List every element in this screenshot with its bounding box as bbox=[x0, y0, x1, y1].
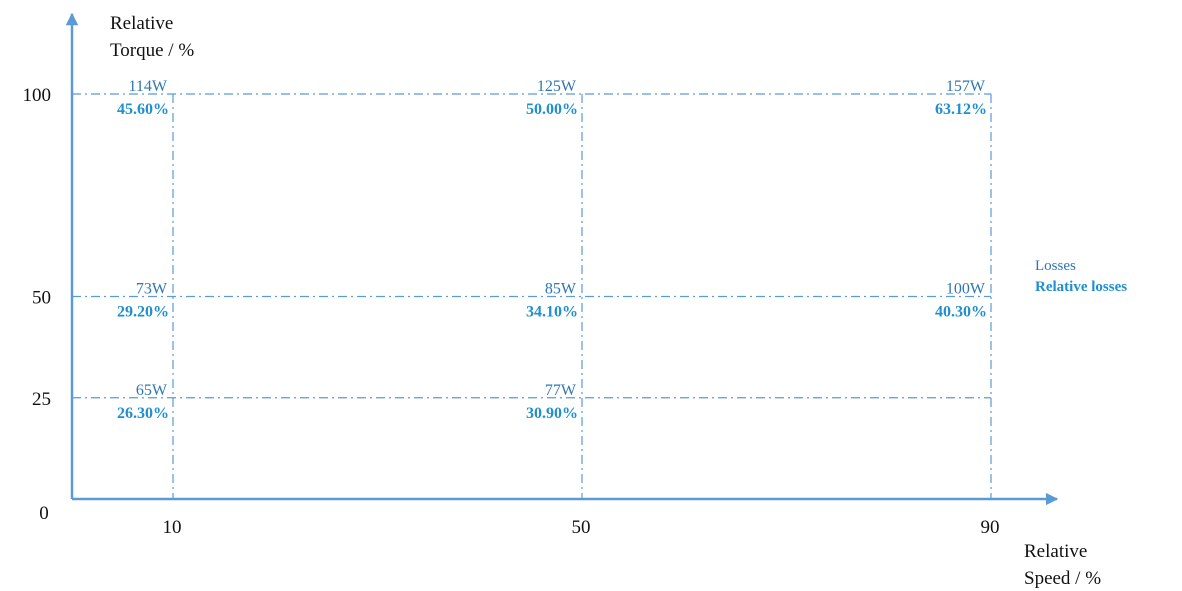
y-axis-title-line-2: Torque / % bbox=[110, 40, 194, 61]
y-tick-label-25: 25 bbox=[32, 389, 51, 410]
x-tick-label-50: 50 bbox=[572, 517, 591, 538]
y-tick-label-100: 100 bbox=[23, 85, 52, 106]
loss-label-2: 157W bbox=[946, 78, 986, 95]
relative-loss-label-5: 40.30% bbox=[935, 304, 987, 321]
relative-loss-label-0: 45.60% bbox=[117, 101, 169, 118]
y-tick-label-50: 50 bbox=[32, 288, 51, 309]
loss-label-7: 77W bbox=[545, 382, 577, 399]
loss-label-5: 100W bbox=[946, 281, 986, 298]
x-tick-label-10: 10 bbox=[163, 517, 182, 538]
relative-loss-label-6: 26.30% bbox=[117, 405, 169, 422]
x-axis-title-line-1: Relative bbox=[1024, 541, 1087, 562]
origin-label: 0 bbox=[39, 503, 49, 524]
x-tick-label-90: 90 bbox=[981, 517, 1000, 538]
relative-loss-label-3: 29.20% bbox=[117, 304, 169, 321]
loss-label-1: 125W bbox=[537, 78, 577, 95]
loss-label-0: 114W bbox=[128, 78, 167, 95]
loss-label-6: 65W bbox=[136, 382, 168, 399]
legend-losses: Losses bbox=[1035, 258, 1076, 274]
relative-loss-label-2: 63.12% bbox=[935, 101, 987, 118]
relative-loss-label-4: 34.10% bbox=[526, 304, 578, 321]
legend-relative-losses: Relative losses bbox=[1035, 279, 1127, 295]
y-axis-title-line-1: Relative bbox=[110, 13, 173, 34]
x-axis-title-line-2: Speed / % bbox=[1024, 568, 1101, 589]
relative-loss-label-7: 30.90% bbox=[526, 405, 578, 422]
loss-label-3: 73W bbox=[136, 281, 168, 298]
loss-label-4: 85W bbox=[545, 281, 577, 298]
relative-loss-label-1: 50.00% bbox=[526, 101, 578, 118]
